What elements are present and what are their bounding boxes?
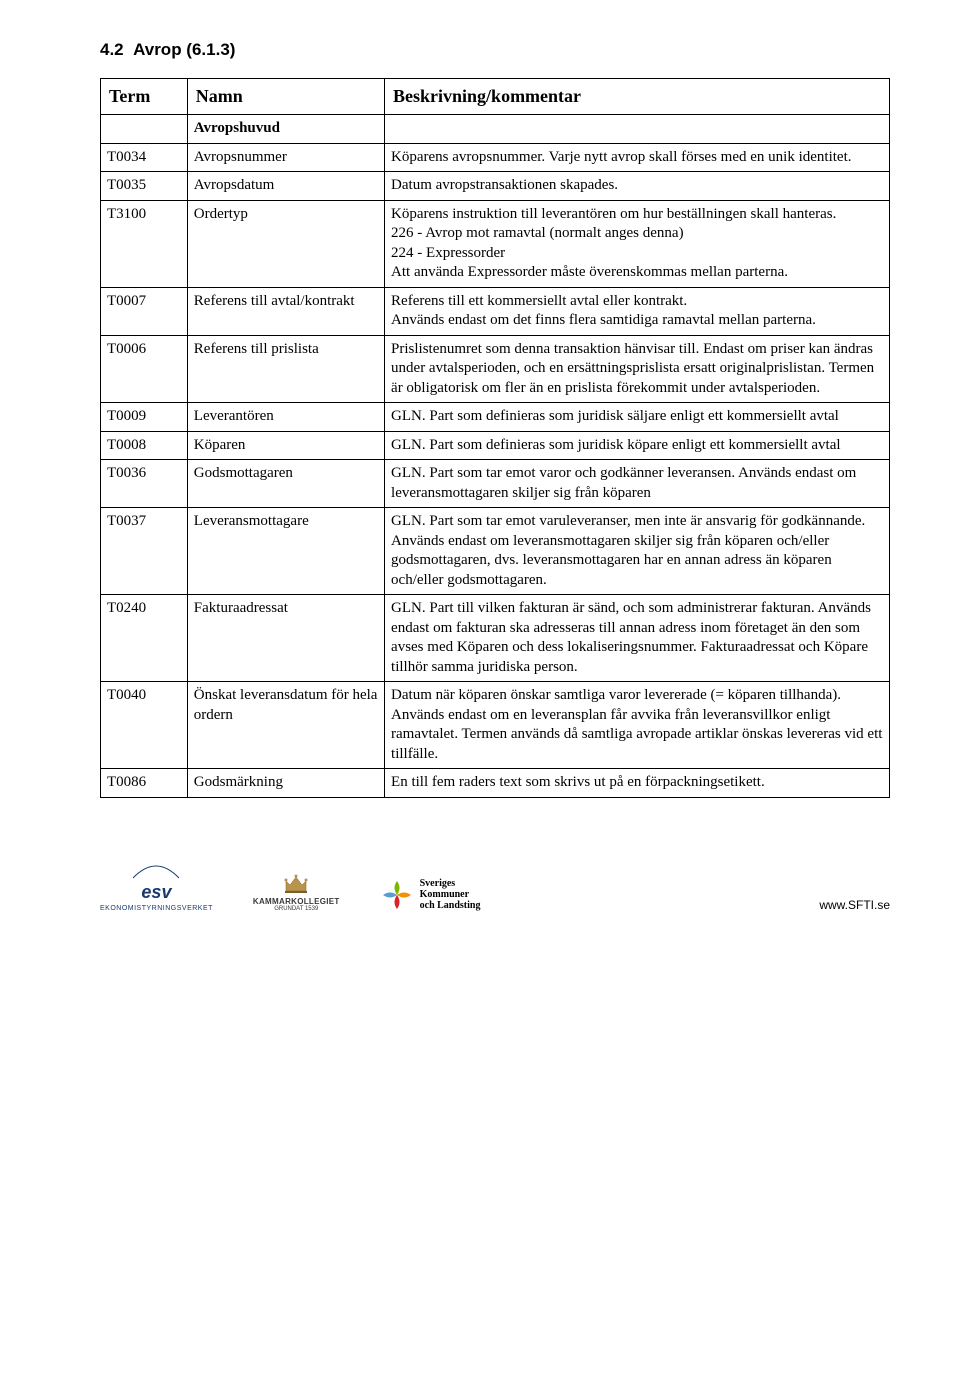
cell-term: T0006 bbox=[101, 335, 188, 403]
cell-namn: Leveransmottagare bbox=[187, 508, 384, 595]
cell-namn: Godsmärkning bbox=[187, 769, 384, 798]
table-row: T0037LeveransmottagareGLN. Part som tar … bbox=[101, 508, 890, 595]
kk-sub: GRUNDAT 1539 bbox=[274, 906, 318, 912]
table-row: T0034AvropsnummerKöparens avropsnummer. … bbox=[101, 143, 890, 172]
cell-term: T0008 bbox=[101, 431, 188, 460]
cell-term: T0009 bbox=[101, 403, 188, 432]
table-body: Avropshuvud T0034AvropsnummerKöparens av… bbox=[101, 115, 890, 798]
cell-namn: Fakturaadressat bbox=[187, 595, 384, 682]
cell-besk: Köparens instruktion till leverantören o… bbox=[385, 200, 890, 287]
cell-namn: Godsmottagaren bbox=[187, 460, 384, 508]
table-row: T0007Referens till avtal/kontraktReferen… bbox=[101, 287, 890, 335]
table-row: T0086GodsmärkningEn till fem raders text… bbox=[101, 769, 890, 798]
cell-namn: Referens till prislista bbox=[187, 335, 384, 403]
skl-mark-icon bbox=[380, 878, 414, 912]
table-row: T0008KöparenGLN. Part som definieras som… bbox=[101, 431, 890, 460]
cell-namn: Ordertyp bbox=[187, 200, 384, 287]
cell-besk: En till fem raders text som skrivs ut på… bbox=[385, 769, 890, 798]
section-title: Avrop (6.1.3) bbox=[133, 40, 235, 59]
footer-url: www.SFTI.se bbox=[819, 898, 890, 912]
cell-besk: GLN. Part som tar emot varor och godkänn… bbox=[385, 460, 890, 508]
skl-line2: Kommuner bbox=[420, 889, 481, 900]
page-footer: esv EKONOMISTYRNINGSVERKET KAMMARKOLLEGI… bbox=[0, 828, 960, 932]
footer-logos: esv EKONOMISTYRNINGSVERKET KAMMARKOLLEGI… bbox=[100, 858, 480, 912]
skl-line1: Sveriges bbox=[420, 878, 481, 889]
cell-besk: Datum när köparen önskar samtliga varor … bbox=[385, 682, 890, 769]
table-row: T0009LeverantörenGLN. Part som definiera… bbox=[101, 403, 890, 432]
cell-namn: Köparen bbox=[187, 431, 384, 460]
cell-namn: Referens till avtal/kontrakt bbox=[187, 287, 384, 335]
table-row: T0240FakturaadressatGLN. Part till vilke… bbox=[101, 595, 890, 682]
cell-besk: GLN. Part som tar emot varuleveranser, m… bbox=[385, 508, 890, 595]
table-row: T3100OrdertypKöparens instruktion till l… bbox=[101, 200, 890, 287]
section-heading: 4.2 Avrop (6.1.3) bbox=[100, 40, 890, 60]
cell-term: T0037 bbox=[101, 508, 188, 595]
cell-besk: GLN. Part som definieras som juridisk kö… bbox=[385, 431, 890, 460]
table-row: T0036GodsmottagarenGLN. Part som tar emo… bbox=[101, 460, 890, 508]
esv-arc-icon bbox=[131, 858, 181, 882]
cell-term: T0034 bbox=[101, 143, 188, 172]
skl-line3: och Landsting bbox=[420, 900, 481, 911]
cell-namn: Önskat leveransdatum för hela ordern bbox=[187, 682, 384, 769]
cell-besk: Prislistenumret som denna transaktion hä… bbox=[385, 335, 890, 403]
crown-icon bbox=[282, 871, 310, 895]
cell-besk: Referens till ett kommersiellt avtal ell… bbox=[385, 287, 890, 335]
cell-namn: Avropsnummer bbox=[187, 143, 384, 172]
subhead-empty2 bbox=[385, 115, 890, 144]
cell-namn: Leverantören bbox=[187, 403, 384, 432]
skl-logo: Sveriges Kommuner och Landsting bbox=[380, 878, 481, 912]
cell-term: T0040 bbox=[101, 682, 188, 769]
col-besk: Beskrivning/kommentar bbox=[385, 79, 890, 115]
esv-logo: esv EKONOMISTYRNINGSVERKET bbox=[100, 858, 213, 912]
col-namn: Namn bbox=[187, 79, 384, 115]
cell-term: T0036 bbox=[101, 460, 188, 508]
table-header-row: Term Namn Beskrivning/kommentar bbox=[101, 79, 890, 115]
cell-besk: Datum avropstransaktionen skapades. bbox=[385, 172, 890, 201]
section-number: 4.2 bbox=[100, 40, 124, 59]
esv-sub: EKONOMISTYRNINGSVERKET bbox=[100, 905, 213, 912]
cell-besk: GLN. Part till vilken fakturan är sänd, … bbox=[385, 595, 890, 682]
skl-text: Sveriges Kommuner och Landsting bbox=[420, 878, 481, 911]
document-page: 4.2 Avrop (6.1.3) Term Namn Beskrivning/… bbox=[0, 0, 960, 828]
cell-namn: Avropsdatum bbox=[187, 172, 384, 201]
esv-main: esv bbox=[141, 882, 171, 903]
subhead-empty bbox=[101, 115, 188, 144]
terms-table: Term Namn Beskrivning/kommentar Avropshu… bbox=[100, 78, 890, 798]
table-row: T0040Önskat leveransdatum för hela order… bbox=[101, 682, 890, 769]
cell-term: T0086 bbox=[101, 769, 188, 798]
cell-term: T3100 bbox=[101, 200, 188, 287]
kammarkollegiet-logo: KAMMARKOLLEGIET GRUNDAT 1539 bbox=[253, 871, 340, 912]
col-term: Term bbox=[101, 79, 188, 115]
table-subhead-row: Avropshuvud bbox=[101, 115, 890, 144]
subhead-label: Avropshuvud bbox=[187, 115, 384, 144]
cell-term: T0007 bbox=[101, 287, 188, 335]
kk-main: KAMMARKOLLEGIET bbox=[253, 897, 340, 906]
table-row: T0035AvropsdatumDatum avropstransaktione… bbox=[101, 172, 890, 201]
cell-besk: GLN. Part som definieras som juridisk sä… bbox=[385, 403, 890, 432]
table-row: T0006Referens till prislistaPrislistenum… bbox=[101, 335, 890, 403]
cell-term: T0240 bbox=[101, 595, 188, 682]
cell-besk: Köparens avropsnummer. Varje nytt avrop … bbox=[385, 143, 890, 172]
cell-term: T0035 bbox=[101, 172, 188, 201]
